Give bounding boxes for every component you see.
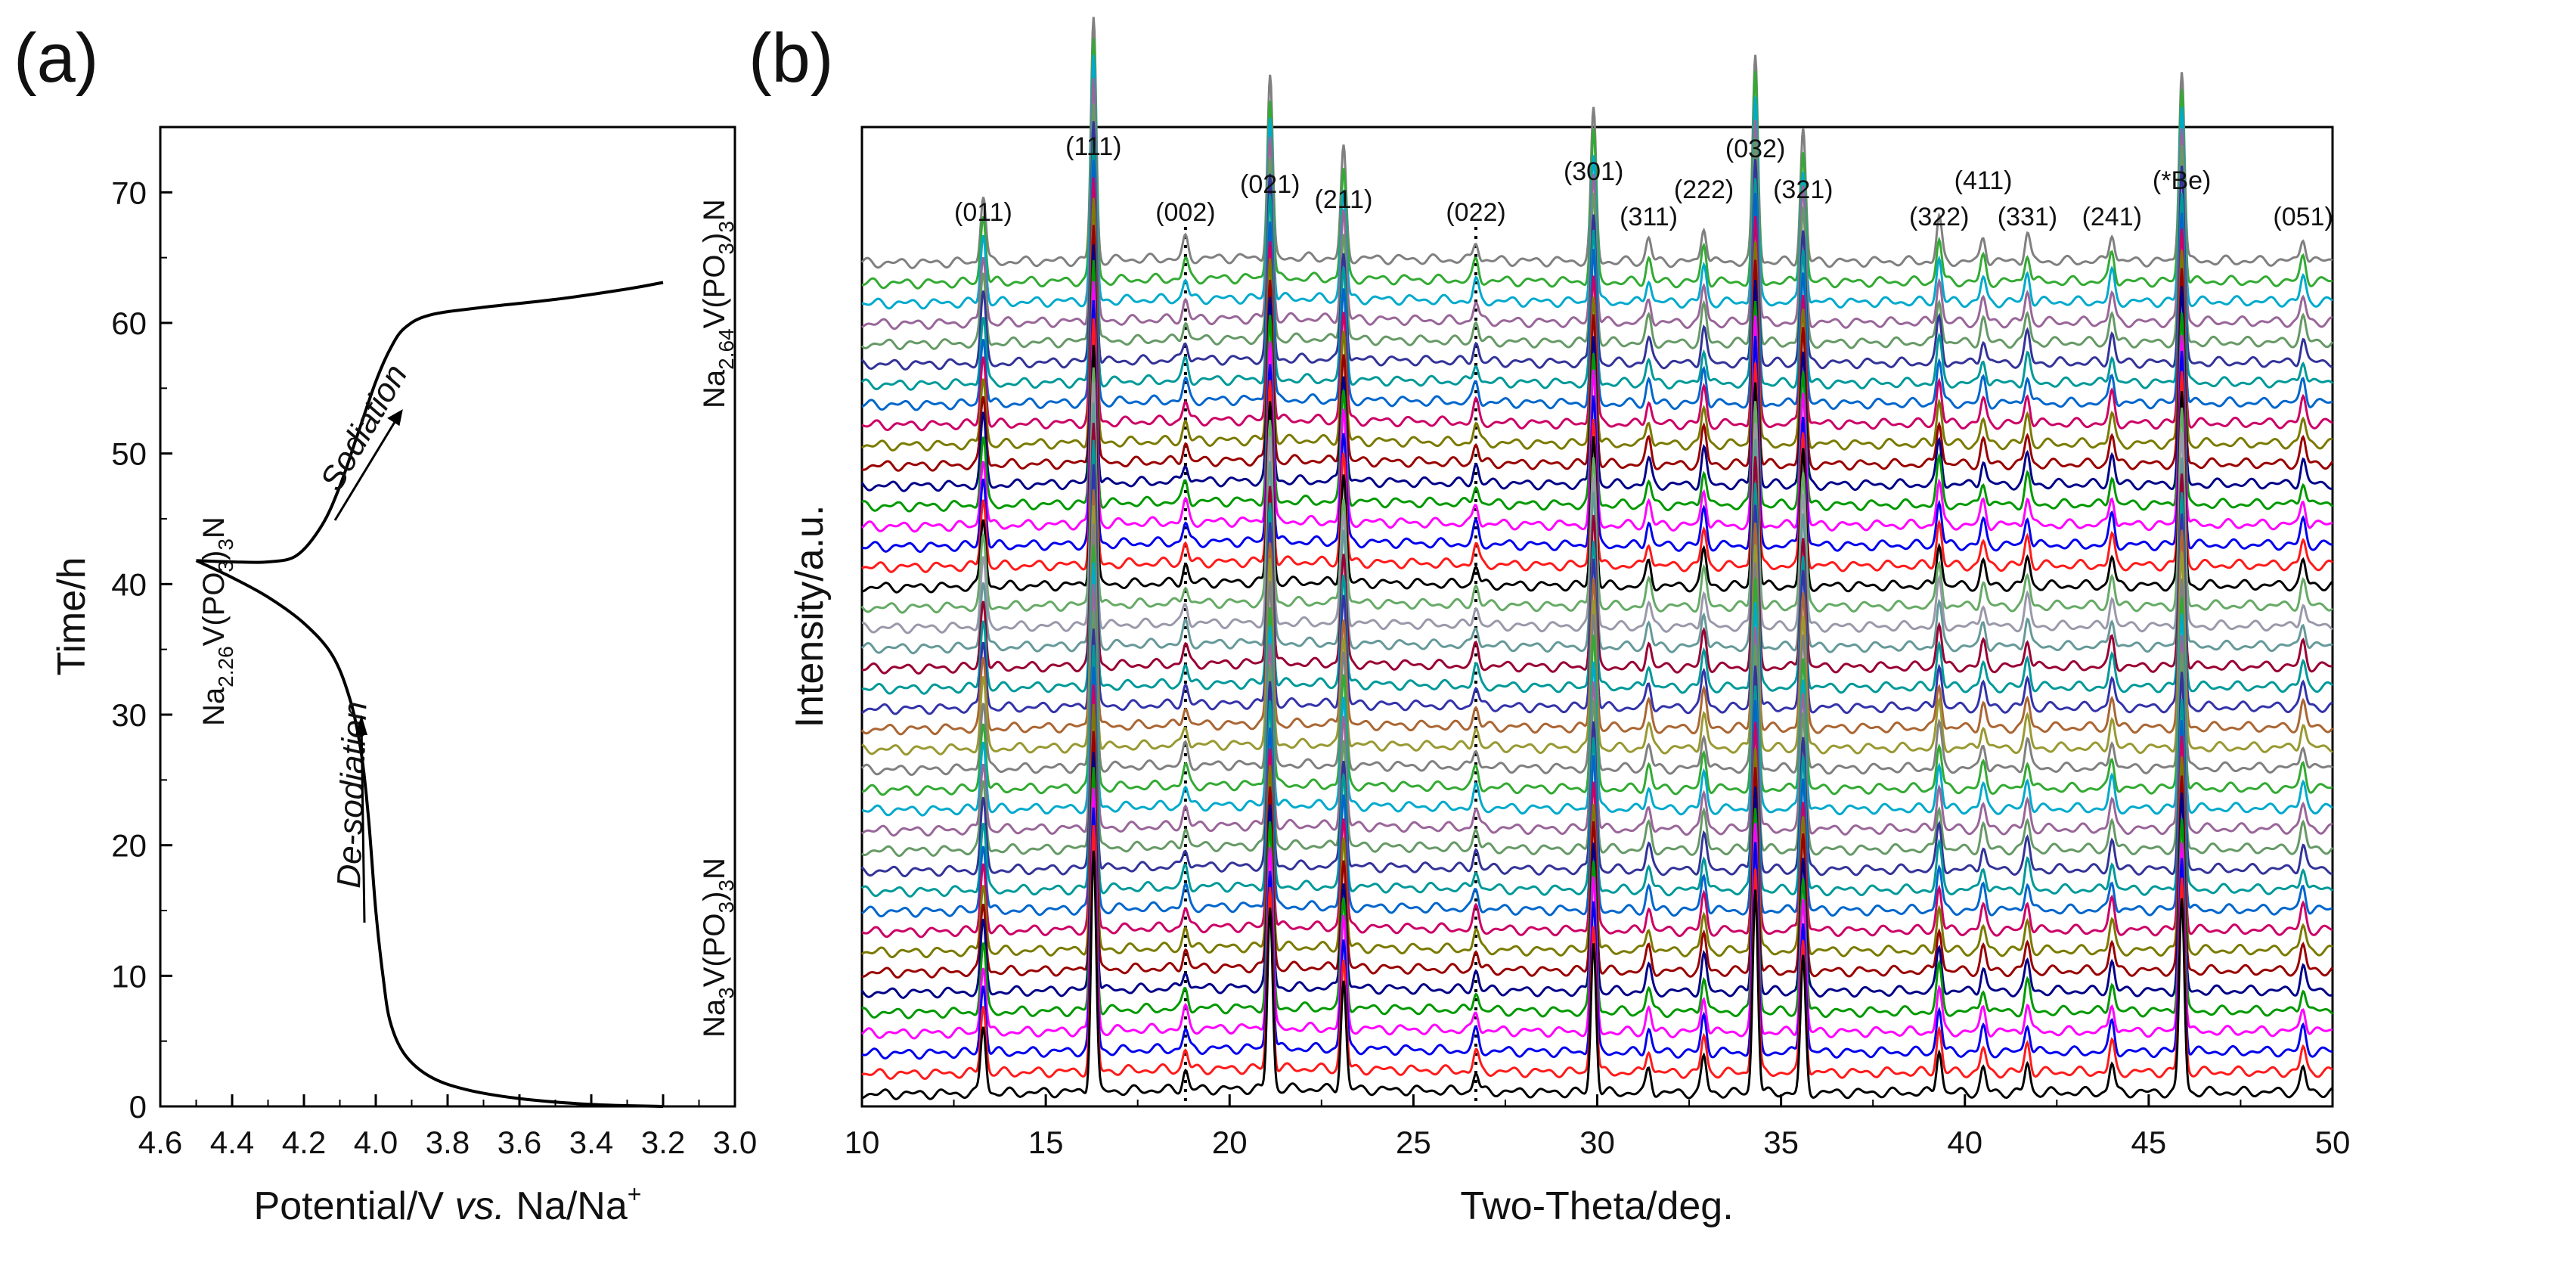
x-tick-label: 25	[1396, 1125, 1431, 1160]
panel-a: (a) 4.6 4.4 4.2 4.0 3.8 3.6 3.4 3.2 3.0 0 10 20 30 4…	[14, 20, 757, 1228]
x-tick-label: 4.0	[354, 1125, 398, 1160]
peak-label: (111)	[1065, 132, 1121, 161]
panel-b-x-ticks: 10 15 20 25 30 35 40 45 50	[845, 1094, 2351, 1160]
panel-b-y-axis-title: Intensity/a.u.	[788, 505, 832, 728]
peak-label: (222)	[1674, 175, 1734, 204]
annotation-desodiation: De-sodiation	[330, 701, 374, 889]
peak-label: (002)	[1155, 198, 1215, 227]
x-tick-label: 35	[1763, 1125, 1799, 1160]
y-tick-label: 50	[111, 436, 147, 472]
peak-label: (051)	[2273, 203, 2333, 231]
x-tick-label: 10	[845, 1125, 880, 1160]
panel-a-x-axis-title: Potential/V vs. Na/Na+	[254, 1181, 642, 1228]
x-tick-label: 4.4	[210, 1125, 254, 1160]
series-sodiation	[196, 281, 664, 564]
series-de-sodiation	[195, 559, 664, 1108]
annotation-na264: Na2.64V(PO3)3N	[698, 199, 738, 408]
panel-b-patterns	[860, 17, 2334, 1100]
peak-label: (211)	[1315, 185, 1373, 214]
xrd-pattern-1	[861, 850, 2333, 1100]
sodiation-arrow-head	[387, 409, 403, 427]
panel-b-peak-labels: (011) (111) (002) (021) (211) (022) (301) (311)…	[954, 132, 2333, 231]
panel-b: (b) 10 15 20 25 30 35 40 45 50 Two-Theta/deg. In…	[749, 17, 2351, 1228]
panel-a-frame	[159, 126, 736, 1108]
panel-b-x-axis-title: Two-Theta/deg.	[1460, 1184, 1733, 1228]
peak-label: (411)	[1954, 166, 2013, 195]
peak-label: (032)	[1725, 135, 1785, 163]
peak-label: (331)	[1998, 203, 2057, 231]
x-tick-label: 50	[2315, 1125, 2351, 1160]
x-tick-label: 15	[1028, 1125, 1064, 1160]
peak-label: (011)	[954, 198, 1012, 227]
peak-label: (021)	[1240, 170, 1300, 199]
y-tick-label: 60	[111, 306, 147, 341]
y-tick-label: 30	[111, 697, 147, 733]
x-tick-label: 3.8	[426, 1125, 470, 1160]
sodiation-arrow-line	[333, 411, 402, 521]
desodiation-arrow-line	[360, 721, 366, 923]
y-tick-label: 40	[111, 566, 147, 602]
panel-a-series	[195, 281, 664, 1108]
x-tick-label: 3.2	[641, 1125, 685, 1160]
peak-label: (321)	[1773, 175, 1833, 204]
peak-label: (311)	[1620, 203, 1678, 231]
peak-label: (022)	[1446, 198, 1505, 227]
x-tick-label: 3.4	[569, 1125, 613, 1160]
peak-label: (301)	[1564, 157, 1623, 186]
x-tick-label: 4.6	[138, 1125, 182, 1160]
panel-a-x-ticks: 4.6 4.4 4.2 4.0 3.8 3.6 3.4 3.2 3.0	[138, 1094, 757, 1160]
annotation-sodiation: Sodiation	[313, 358, 414, 497]
y-tick-label: 10	[111, 958, 147, 994]
x-tick-label: 20	[1212, 1125, 1248, 1160]
peak-label: (322)	[1909, 203, 1969, 231]
annotation-na226: Na2.26V(PO3)3N	[197, 517, 237, 726]
x-tick-label: 40	[1947, 1125, 1982, 1160]
x-tick-label: 45	[2131, 1125, 2167, 1160]
panel-a-y-axis-title: Time/h	[50, 557, 94, 676]
desodiation-arrow-head	[355, 715, 367, 735]
annotation-na3: Na3V(PO3)3N	[698, 858, 738, 1038]
x-tick-label: 30	[1579, 1125, 1615, 1160]
x-tick-label: 3.0	[713, 1125, 757, 1160]
peak-label: (241)	[2082, 203, 2142, 231]
y-tick-label: 70	[111, 175, 147, 210]
peak-label: (*Be)	[2153, 166, 2211, 195]
y-tick-label: 0	[129, 1089, 147, 1125]
x-tick-label: 3.6	[498, 1125, 541, 1160]
panel-a-y-ticks: 0 10 20 30 40 50 60 70	[111, 175, 172, 1125]
panel-a-label: (a)	[14, 20, 98, 97]
panel-b-label: (b)	[749, 20, 833, 97]
x-tick-label: 4.2	[282, 1125, 326, 1160]
y-tick-label: 20	[111, 828, 147, 864]
